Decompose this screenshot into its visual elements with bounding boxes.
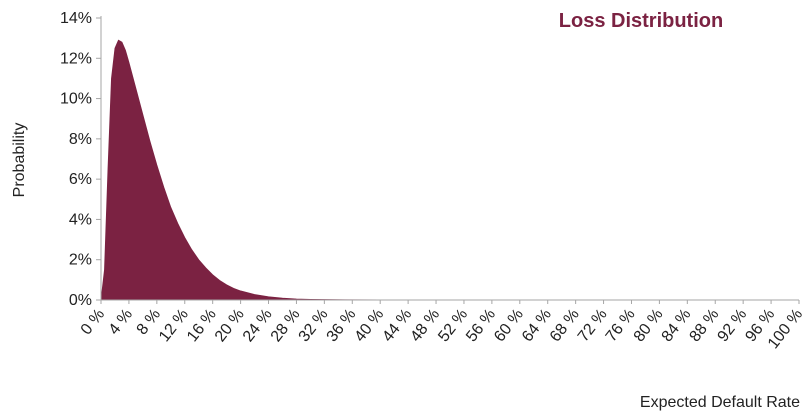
chart-title: Loss Distribution xyxy=(559,10,723,32)
x-tick-label: 52 % xyxy=(435,306,471,345)
x-tick-label: 56 % xyxy=(463,306,499,345)
x-tick-label: 76 % xyxy=(603,306,639,345)
x-tick-label: 84 % xyxy=(659,306,695,345)
x-tick-label: 64 % xyxy=(519,306,555,345)
plot-area: 0%2%4%6%8%10%12%14%0 %4 %8 %12 %16 %20 %… xyxy=(60,10,806,352)
series-area-0 xyxy=(100,39,576,301)
x-tick-label: 72 % xyxy=(575,306,611,345)
x-tick-label: 60 % xyxy=(491,306,527,345)
x-tick-label: 48 % xyxy=(407,306,443,345)
y-tick-label: 2% xyxy=(69,252,92,269)
x-tick-label: 4 % xyxy=(106,306,136,338)
x-tick-label: 92 % xyxy=(714,306,750,345)
y-axis-label: Probability xyxy=(11,123,28,198)
x-tick-label: 88 % xyxy=(687,306,723,345)
x-axis-label: Expected Default Rate xyxy=(640,394,800,411)
x-tick-label: 80 % xyxy=(631,306,667,345)
x-tick-label: 68 % xyxy=(547,306,583,345)
x-tick-label: 16 % xyxy=(184,306,220,345)
x-tick-label: 32 % xyxy=(296,306,332,345)
y-tick-label: 6% xyxy=(69,171,92,188)
x-tick-label: 20 % xyxy=(212,306,248,345)
y-tick-label: 8% xyxy=(69,131,92,148)
x-tick-label: 28 % xyxy=(268,306,304,345)
x-tick-label: 40 % xyxy=(352,306,388,345)
x-tick-label: 36 % xyxy=(324,306,360,345)
x-tick-label: 44 % xyxy=(379,306,415,345)
y-tick-label: 14% xyxy=(60,10,92,27)
x-tick-label: 0 % xyxy=(78,306,108,338)
y-tick-label: 12% xyxy=(60,50,92,67)
y-tick-label: 0% xyxy=(69,292,92,309)
x-tick-label: 24 % xyxy=(240,306,276,345)
y-tick-label: 10% xyxy=(60,91,92,108)
y-tick-label: 4% xyxy=(69,211,92,228)
x-tick-label: 12 % xyxy=(156,306,192,345)
